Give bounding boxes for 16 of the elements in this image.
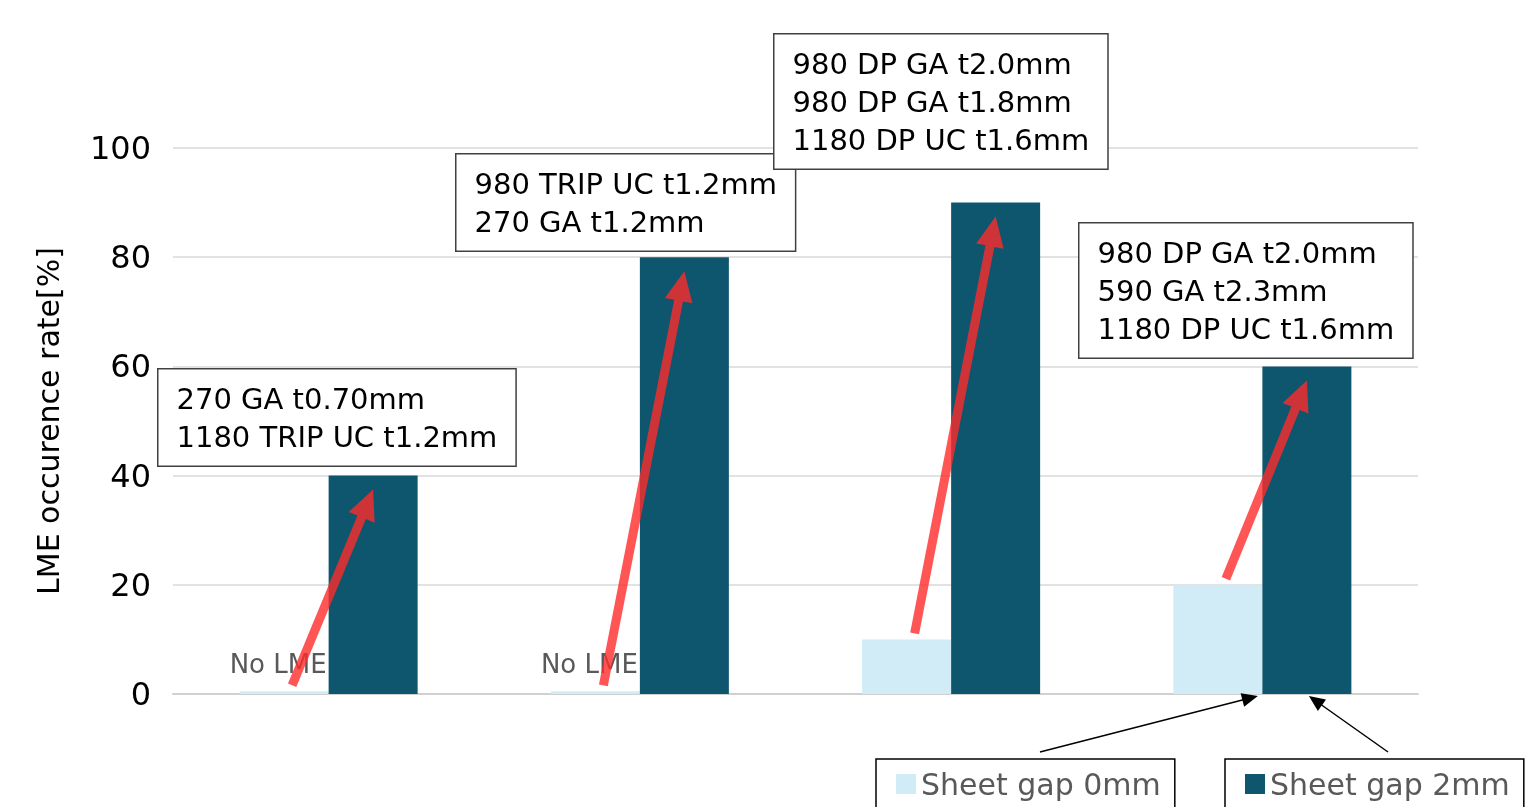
y-tick-label: 20 xyxy=(110,565,151,604)
legend-label: Sheet gap 0mm xyxy=(921,766,1161,802)
legend-label: Sheet gap 2mm xyxy=(1270,766,1510,802)
y-tick-label: 40 xyxy=(110,456,151,495)
y-tick-label: 60 xyxy=(110,347,151,386)
annotation: 270 GA t0.70mm 1180 TRIP UC t1.2mm xyxy=(176,381,498,454)
bar xyxy=(239,691,329,694)
bar xyxy=(862,639,952,694)
y-axis-title: LME occurence rate[%] xyxy=(30,247,66,595)
annotation: 980 DP GA t2.0mm 590 GA t2.3mm 1180 DP UC t1.6mm xyxy=(1097,235,1395,346)
bar xyxy=(550,691,640,694)
annotation: 980 DP GA t2.0mm 980 DP GA t1.8mm 1180 DP UC t1.6mm xyxy=(792,46,1090,157)
y-tick-label: 100 xyxy=(89,129,151,167)
annotation: 980 TRIP UC t1.2mm 270 GA t1.2mm xyxy=(474,166,777,239)
y-tick-label: 80 xyxy=(110,238,151,277)
y-tick-label: 0 xyxy=(130,675,151,713)
